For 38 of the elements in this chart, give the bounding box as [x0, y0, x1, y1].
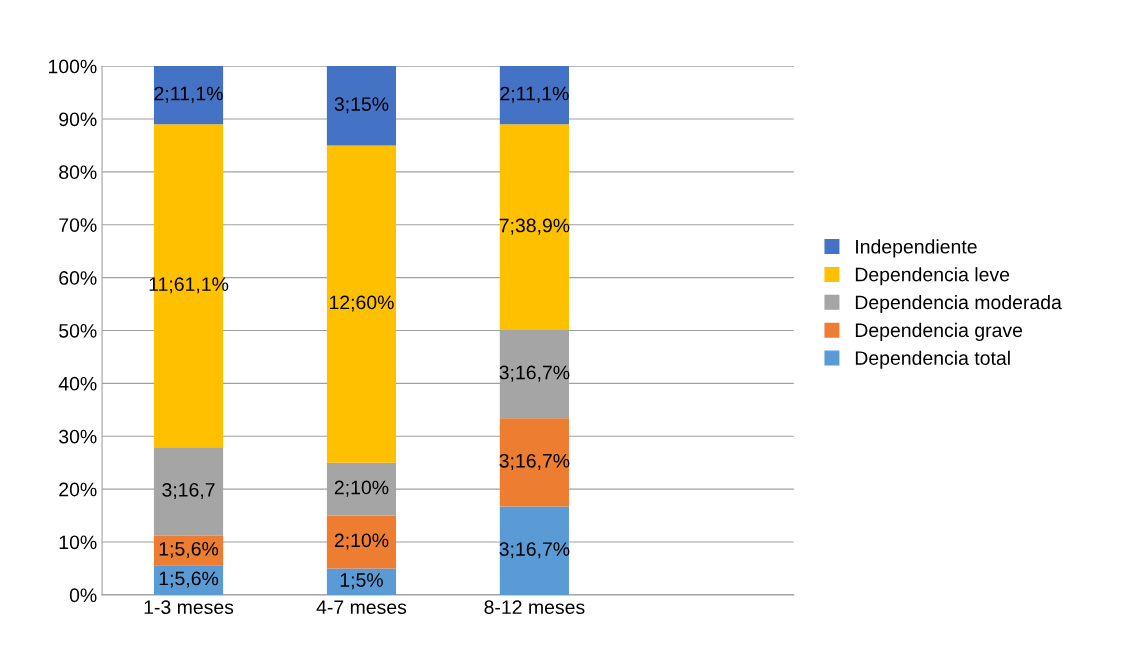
y-tick-label: 70% [59, 218, 97, 232]
x-tick-label: 1-3 meses [144, 600, 234, 615]
y-tick-label: 20% [59, 482, 97, 497]
x-tick-label: 4-7 meses [316, 600, 407, 615]
y-tick-label: 80% [59, 165, 97, 180]
y-tick-label: 10% [59, 535, 97, 550]
legend-label: Dependencia grave [855, 322, 1023, 341]
x-tick-label: 8-12 meses [484, 600, 585, 615]
data-label: 2;10% [334, 533, 389, 550]
data-label: 2;10% [334, 480, 389, 497]
y-tick-label: 90% [59, 112, 97, 127]
legend-label: Dependencia leve [855, 267, 1010, 286]
bar [326, 568, 397, 595]
data-label: 2;11,1% [154, 86, 223, 103]
y-tick-label: 60% [59, 271, 97, 285]
data-label: 1;5% [340, 573, 383, 590]
bar [153, 565, 224, 595]
legend-label: Independiente [856, 239, 977, 258]
y-tick-label: 40% [58, 376, 97, 391]
data-label: 1;5,6% [159, 541, 219, 558]
data-label: 1;5,6% [159, 571, 219, 588]
bar [326, 145, 397, 463]
data-label: 3;15% [334, 97, 389, 114]
y-tick-label: 30% [59, 429, 97, 444]
bar [153, 66, 224, 125]
data-label: 12;60% [329, 295, 394, 312]
data-label: 2;11,1% [500, 86, 569, 103]
data-label: 3;16,7 [162, 482, 215, 500]
bar [499, 124, 569, 330]
data-label: 3;16,7% [499, 365, 570, 382]
legend-label: Dependencia total [855, 350, 1010, 369]
y-tick-label: 50% [59, 323, 97, 338]
y-tick-label: 100% [48, 59, 97, 74]
bar [326, 66, 397, 146]
bar [499, 66, 569, 125]
legend-label: Dependencia moderada [855, 295, 1062, 314]
y-tick-label: 0% [69, 588, 97, 603]
bar [326, 515, 397, 569]
